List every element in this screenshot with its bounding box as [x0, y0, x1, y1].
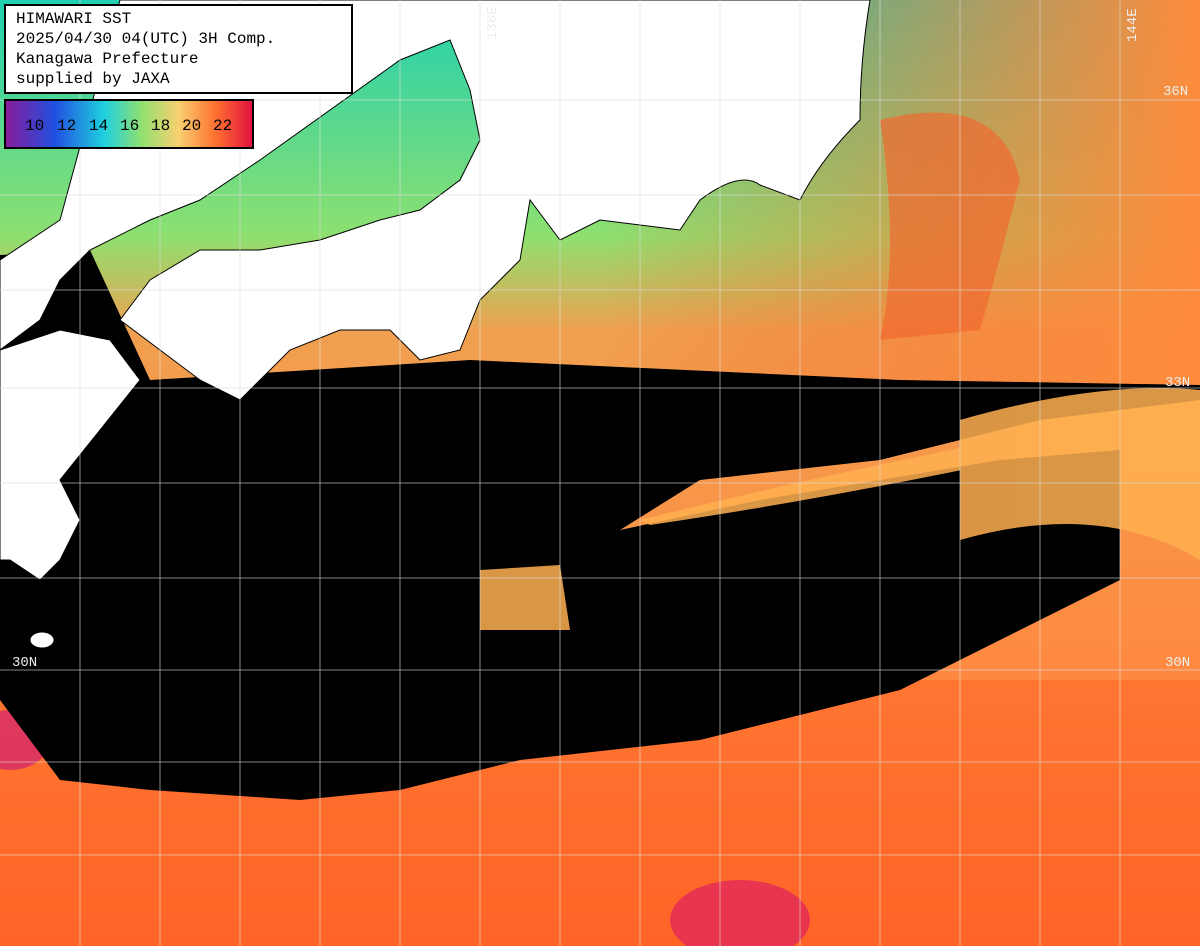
grid-labels: 136E 144E 36N 33N 30N 30N — [12, 6, 1190, 671]
longitude-label: 144E — [1125, 8, 1141, 42]
title-box: HIMAWARI SST 2025/04/30 04(UTC) 3H Comp.… — [4, 4, 353, 94]
title-line: Kanagawa Prefecture — [16, 50, 198, 68]
title-line: 2025/04/30 04(UTC) 3H Comp. — [16, 30, 275, 48]
legend-label: 22 — [213, 117, 232, 135]
latitude-label: 36N — [1163, 84, 1188, 100]
latitude-label: 30N — [12, 655, 37, 671]
legend-label: 14 — [89, 117, 108, 135]
legend-label: 10 — [25, 117, 44, 135]
title-line: HIMAWARI SST — [16, 10, 131, 28]
latitude-label: 33N — [1165, 375, 1190, 391]
legend-label: 12 — [57, 117, 76, 135]
legend-label: 16 — [120, 117, 139, 135]
color-legend: 10 12 14 16 18 20 22 — [4, 99, 254, 149]
latitude-label: 30N — [1165, 655, 1190, 671]
title-line: supplied by JAXA — [16, 70, 170, 88]
cloud-fringe — [480, 388, 1200, 630]
cloud-mask — [0, 250, 1200, 800]
legend-label: 20 — [182, 117, 201, 135]
legend-label: 18 — [151, 117, 170, 135]
longitude-label: 136E — [485, 6, 501, 40]
